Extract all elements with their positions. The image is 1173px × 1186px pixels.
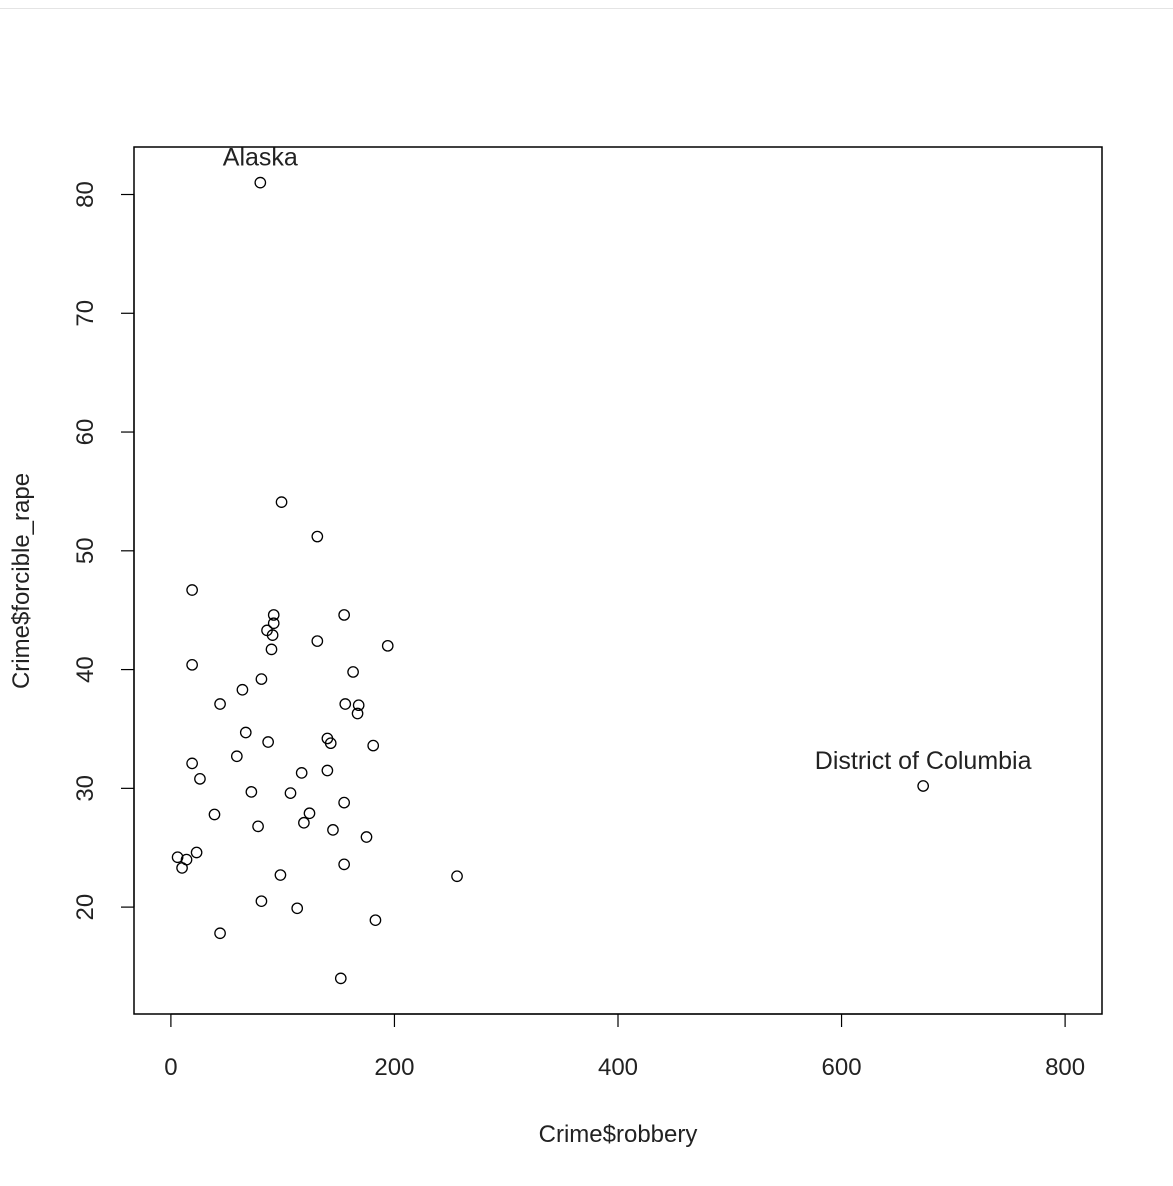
data-point — [917, 780, 930, 792]
data-point — [194, 772, 206, 785]
data-point — [236, 683, 249, 696]
data-point — [369, 914, 382, 927]
data-point — [351, 707, 364, 720]
data-point — [367, 739, 380, 752]
data-point — [214, 698, 226, 710]
y-tick-label: 80 — [72, 181, 99, 208]
data-point — [171, 851, 184, 864]
data-point — [334, 972, 347, 985]
data-point — [303, 807, 316, 820]
x-tick-label: 600 — [822, 1054, 862, 1081]
y-tick-label: 70 — [72, 300, 99, 327]
data-point — [451, 870, 463, 883]
data-point — [190, 846, 203, 859]
data-point — [176, 862, 188, 874]
point-label: Alaska — [223, 144, 298, 172]
x-tick-label: 0 — [164, 1054, 177, 1081]
data-point — [381, 639, 394, 652]
y-axis-title: Crime$forcible_rape — [8, 473, 35, 689]
x-axis-title: Crime$robbery — [539, 1121, 698, 1148]
data-point — [338, 858, 350, 871]
data-point — [338, 796, 350, 809]
data-point — [347, 666, 359, 678]
data-point — [186, 757, 198, 770]
y-tick-label: 40 — [72, 656, 99, 683]
data-point — [267, 609, 280, 621]
data-point — [274, 869, 287, 881]
y-tick-label: 20 — [72, 894, 99, 921]
data-point — [254, 176, 267, 189]
data-point — [230, 750, 243, 763]
data-point — [239, 726, 252, 739]
data-point — [327, 824, 339, 836]
data-point — [214, 927, 226, 940]
data-point — [338, 609, 350, 621]
data-point — [245, 786, 258, 798]
x-tick-label: 200 — [374, 1054, 414, 1081]
y-tick-label: 30 — [72, 775, 99, 802]
data-point — [255, 673, 268, 685]
data-points — [171, 176, 930, 985]
x-axis: 0 200 400 600 800 — [164, 1013, 1085, 1081]
data-point — [255, 895, 268, 908]
data-point — [339, 698, 352, 710]
data-point — [266, 629, 279, 641]
y-tick-label: 50 — [72, 537, 99, 564]
point-labels: Alaska District of Columbia — [223, 144, 1032, 775]
data-point — [321, 764, 334, 777]
data-point — [352, 699, 365, 712]
data-point — [252, 820, 264, 833]
data-point — [284, 787, 297, 799]
notebook-top-bar — [0, 0, 1173, 9]
y-tick-label: 60 — [72, 419, 99, 446]
x-tick-label: 400 — [598, 1054, 638, 1081]
data-point — [324, 737, 337, 750]
data-point — [291, 902, 304, 915]
plot-frame — [133, 146, 1103, 1015]
data-point — [208, 808, 221, 821]
data-point — [275, 496, 288, 508]
data-point — [186, 658, 198, 671]
plot-area — [133, 146, 1103, 1015]
data-point — [265, 643, 278, 656]
x-tick-label: 800 — [1045, 1054, 1085, 1081]
point-label: District of Columbia — [815, 747, 1032, 775]
data-point — [360, 831, 373, 843]
data-point — [298, 816, 310, 829]
data-point — [262, 736, 274, 748]
data-point — [295, 767, 308, 779]
y-axis: 20 30 40 50 60 70 80 — [72, 181, 135, 921]
data-point — [267, 617, 280, 630]
data-point — [311, 530, 324, 543]
data-point — [186, 584, 198, 596]
data-point — [311, 635, 324, 647]
